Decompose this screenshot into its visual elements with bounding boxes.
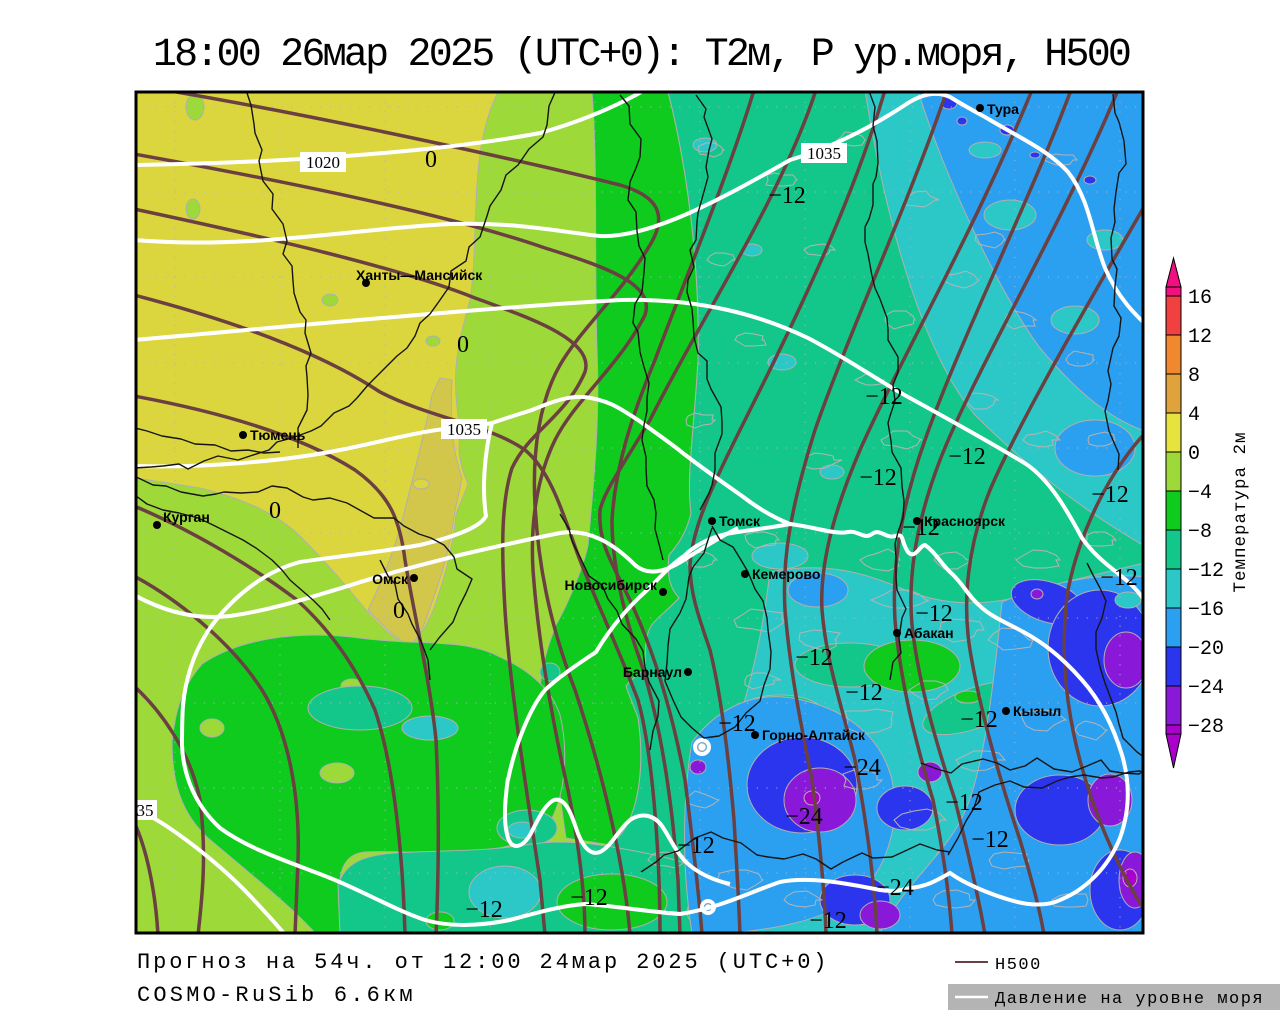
svg-text:Тура: Тура (987, 101, 1019, 117)
svg-text:−12: −12 (1188, 560, 1224, 583)
svg-text:−16: −16 (1188, 599, 1224, 622)
svg-text:−12: −12 (859, 465, 897, 491)
svg-text:Омск: Омск (372, 571, 409, 587)
svg-text:−24: −24 (1188, 677, 1224, 700)
svg-text:−12: −12 (795, 645, 833, 671)
svg-text:Курган: Курган (163, 509, 210, 525)
svg-text:−24: −24 (876, 875, 914, 901)
svg-text:8: 8 (1188, 365, 1200, 388)
svg-text:−12: −12 (971, 827, 1009, 853)
svg-text:0: 0 (393, 598, 405, 624)
svg-text:1035: 1035 (807, 144, 841, 163)
svg-text:−12: −12 (902, 515, 940, 541)
svg-text:−12: −12 (809, 908, 847, 934)
svg-text:Барнаул: Барнаул (623, 664, 682, 680)
svg-text:Прогноз на 54ч. от 12:00 24мар: Прогноз на 54ч. от 12:00 24мар 2025 (UTC… (137, 950, 829, 975)
svg-text:−28: −28 (1188, 716, 1224, 739)
svg-text:−24: −24 (785, 804, 823, 830)
svg-text:0: 0 (425, 147, 437, 173)
svg-text:−12: −12 (570, 885, 608, 911)
svg-text:−20: −20 (1188, 638, 1224, 661)
svg-text:−12: −12 (677, 833, 715, 859)
svg-text:−12: −12 (915, 601, 953, 627)
svg-text:−12: −12 (768, 183, 806, 209)
svg-text:Горно-Алтайск: Горно-Алтайск (762, 727, 866, 743)
svg-text:−8: −8 (1188, 521, 1212, 544)
svg-text:Ханты—Мансийск: Ханты—Мансийск (356, 267, 483, 283)
svg-text:0: 0 (269, 498, 281, 524)
svg-text:4: 4 (1188, 404, 1200, 427)
svg-text:Давление на уровне моря: Давление на уровне моря (995, 990, 1264, 1009)
svg-text:−12: −12 (948, 444, 986, 470)
svg-text:−12: −12 (845, 680, 883, 706)
svg-text:0: 0 (457, 332, 469, 358)
svg-text:H500: H500 (995, 956, 1042, 975)
svg-text:0: 0 (1188, 443, 1200, 466)
svg-text:−4: −4 (1188, 482, 1212, 505)
svg-text:1035: 1035 (447, 420, 481, 439)
svg-text:1020: 1020 (306, 153, 340, 172)
svg-text:−12: −12 (1091, 482, 1129, 508)
svg-text:−12: −12 (945, 790, 983, 816)
svg-text:Абакан: Абакан (904, 625, 954, 641)
svg-text:Тюмень: Тюмень (250, 427, 306, 443)
svg-text:−24: −24 (843, 755, 881, 781)
svg-text:−12: −12 (1100, 565, 1138, 591)
svg-text:−12: −12 (718, 711, 756, 737)
svg-text:Кызыл: Кызыл (1013, 703, 1061, 719)
svg-text:Кемерово: Кемерово (752, 566, 820, 582)
svg-text:COSMO-RuSib 6.6км: COSMO-RuSib 6.6км (137, 983, 416, 1008)
svg-text:−12: −12 (465, 897, 503, 923)
svg-text:−12: −12 (960, 707, 998, 733)
svg-text:18:00 26мар 2025 (UTC+0): Т2м,: 18:00 26мар 2025 (UTC+0): Т2м, Р ур.моря… (153, 33, 1130, 78)
svg-text:−12: −12 (865, 384, 903, 410)
svg-text:Новосибирск: Новосибирск (565, 577, 658, 593)
svg-text:16: 16 (1188, 287, 1212, 310)
svg-text:35: 35 (137, 801, 154, 820)
svg-text:Томск: Томск (719, 513, 761, 529)
svg-text:Температура 2м: Температура 2м (1231, 431, 1251, 592)
svg-text:Красноярск: Красноярск (924, 513, 1006, 529)
svg-text:12: 12 (1188, 326, 1212, 349)
